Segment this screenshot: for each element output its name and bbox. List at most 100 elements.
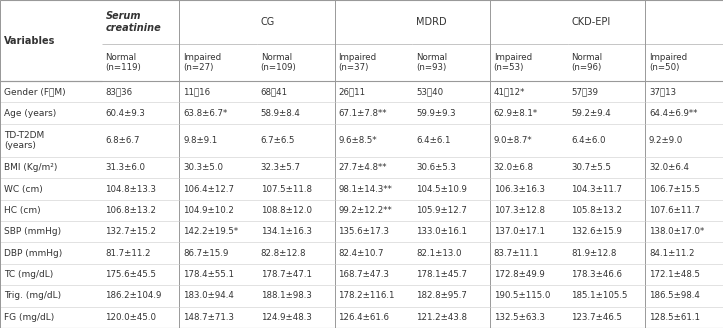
Text: 32.3±5.7: 32.3±5.7 xyxy=(261,163,301,172)
Text: 106.3±16.3: 106.3±16.3 xyxy=(494,185,544,194)
Text: 82.1±13.0: 82.1±13.0 xyxy=(416,249,461,258)
Text: 64.4±6.9**: 64.4±6.9** xyxy=(649,109,698,118)
Text: 104.5±10.9: 104.5±10.9 xyxy=(416,185,467,194)
Text: Normal
(n=96): Normal (n=96) xyxy=(571,53,602,72)
Text: 121.2±43.8: 121.2±43.8 xyxy=(416,313,467,322)
Text: 133.0±16.1: 133.0±16.1 xyxy=(416,227,467,236)
Text: 120.0±45.0: 120.0±45.0 xyxy=(106,313,156,322)
Text: 9.8±9.1: 9.8±9.1 xyxy=(183,136,218,145)
Text: CG: CG xyxy=(261,17,275,27)
Text: Impaired
(n=53): Impaired (n=53) xyxy=(494,53,532,72)
Text: 6.4±6.0: 6.4±6.0 xyxy=(571,136,606,145)
Text: 148.7±71.3: 148.7±71.3 xyxy=(183,313,234,322)
Text: 178.2±116.1: 178.2±116.1 xyxy=(338,292,395,300)
Text: DBP (mmHg): DBP (mmHg) xyxy=(4,249,63,258)
Text: 132.7±15.2: 132.7±15.2 xyxy=(106,227,156,236)
Text: 81.7±11.2: 81.7±11.2 xyxy=(106,249,151,258)
Text: 82.8±12.8: 82.8±12.8 xyxy=(261,249,307,258)
Text: 53˹40: 53˹40 xyxy=(416,87,443,96)
Text: 104.9±10.2: 104.9±10.2 xyxy=(183,206,234,215)
Text: 9.6±8.5*: 9.6±8.5* xyxy=(338,136,377,145)
Text: 83˹36: 83˹36 xyxy=(106,87,132,96)
Text: 37˹13: 37˹13 xyxy=(649,87,676,96)
Text: 59.2±9.4: 59.2±9.4 xyxy=(571,109,611,118)
Text: 105.9±12.7: 105.9±12.7 xyxy=(416,206,467,215)
Text: 128.5±61.1: 128.5±61.1 xyxy=(649,313,700,322)
Text: Impaired
(n=27): Impaired (n=27) xyxy=(183,53,221,72)
Text: 172.1±48.5: 172.1±48.5 xyxy=(649,270,700,279)
Text: 186.2±104.9: 186.2±104.9 xyxy=(106,292,162,300)
Text: 98.1±14.3**: 98.1±14.3** xyxy=(338,185,392,194)
Text: 106.7±15.5: 106.7±15.5 xyxy=(649,185,700,194)
Text: BMI (Kg/m²): BMI (Kg/m²) xyxy=(4,163,58,172)
Text: 132.6±15.9: 132.6±15.9 xyxy=(571,227,623,236)
Text: 185.1±105.5: 185.1±105.5 xyxy=(571,292,628,300)
Text: CKD-EPI: CKD-EPI xyxy=(571,17,610,27)
Text: 30.3±5.0: 30.3±5.0 xyxy=(183,163,223,172)
Text: 168.7±47.3: 168.7±47.3 xyxy=(338,270,390,279)
Text: 190.5±115.0: 190.5±115.0 xyxy=(494,292,550,300)
Text: 104.8±13.3: 104.8±13.3 xyxy=(106,185,156,194)
Text: 81.9±12.8: 81.9±12.8 xyxy=(571,249,617,258)
Text: 107.5±11.8: 107.5±11.8 xyxy=(261,185,312,194)
Text: 30.7±5.5: 30.7±5.5 xyxy=(571,163,612,172)
Text: 99.2±12.2**: 99.2±12.2** xyxy=(338,206,392,215)
Text: Impaired
(n=37): Impaired (n=37) xyxy=(338,53,377,72)
Text: 6.8±6.7: 6.8±6.7 xyxy=(106,136,140,145)
Text: 84.1±11.2: 84.1±11.2 xyxy=(649,249,695,258)
Text: Impaired
(n=50): Impaired (n=50) xyxy=(649,53,687,72)
Text: 6.4±6.1: 6.4±6.1 xyxy=(416,136,450,145)
Text: 30.6±5.3: 30.6±5.3 xyxy=(416,163,456,172)
Text: Gender (F˹M): Gender (F˹M) xyxy=(4,87,66,96)
Text: 57˹39: 57˹39 xyxy=(571,87,599,96)
Text: TD-T2DM
(years): TD-T2DM (years) xyxy=(4,131,45,150)
Text: Variables: Variables xyxy=(4,35,56,46)
Text: FG (mg/dL): FG (mg/dL) xyxy=(4,313,55,322)
Text: 41˹12*: 41˹12* xyxy=(494,87,525,96)
Text: HC (cm): HC (cm) xyxy=(4,206,41,215)
Text: 126.4±61.6: 126.4±61.6 xyxy=(338,313,390,322)
Text: 124.9±48.3: 124.9±48.3 xyxy=(261,313,312,322)
Text: 58.9±8.4: 58.9±8.4 xyxy=(261,109,301,118)
Text: 11˹16: 11˹16 xyxy=(183,87,210,96)
Text: 6.7±6.5: 6.7±6.5 xyxy=(261,136,295,145)
Text: 123.7±46.5: 123.7±46.5 xyxy=(571,313,623,322)
Text: Normal
(n=93): Normal (n=93) xyxy=(416,53,447,72)
Text: 106.4±12.7: 106.4±12.7 xyxy=(183,185,234,194)
Text: 178.7±47.1: 178.7±47.1 xyxy=(261,270,312,279)
Text: 175.6±45.5: 175.6±45.5 xyxy=(106,270,156,279)
Text: 178.4±55.1: 178.4±55.1 xyxy=(183,270,234,279)
Text: 137.0±17.1: 137.0±17.1 xyxy=(494,227,544,236)
Text: 107.3±12.8: 107.3±12.8 xyxy=(494,206,544,215)
Text: 183.0±94.4: 183.0±94.4 xyxy=(183,292,234,300)
Text: 142.2±19.5*: 142.2±19.5* xyxy=(183,227,238,236)
Text: 86.7±15.9: 86.7±15.9 xyxy=(183,249,228,258)
Text: 9.0±8.7*: 9.0±8.7* xyxy=(494,136,532,145)
Text: 186.5±98.4: 186.5±98.4 xyxy=(649,292,700,300)
Text: 62.9±8.1*: 62.9±8.1* xyxy=(494,109,538,118)
Text: 108.8±12.0: 108.8±12.0 xyxy=(261,206,312,215)
Text: 138.0±17.0*: 138.0±17.0* xyxy=(649,227,704,236)
Text: Trig. (mg/dL): Trig. (mg/dL) xyxy=(4,292,61,300)
Text: 83.7±11.1: 83.7±11.1 xyxy=(494,249,539,258)
Text: Normal
(n=119): Normal (n=119) xyxy=(106,53,141,72)
Text: 132.5±63.3: 132.5±63.3 xyxy=(494,313,544,322)
Text: 188.1±98.3: 188.1±98.3 xyxy=(261,292,312,300)
Text: 178.3±46.6: 178.3±46.6 xyxy=(571,270,623,279)
Text: 135.6±17.3: 135.6±17.3 xyxy=(338,227,390,236)
Text: 182.8±95.7: 182.8±95.7 xyxy=(416,292,467,300)
Text: 9.2±9.0: 9.2±9.0 xyxy=(649,136,683,145)
Text: 104.3±11.7: 104.3±11.7 xyxy=(571,185,623,194)
Text: 68˹41: 68˹41 xyxy=(261,87,288,96)
Text: 82.4±10.7: 82.4±10.7 xyxy=(338,249,384,258)
Text: Age (years): Age (years) xyxy=(4,109,56,118)
Text: 32.0±6.8: 32.0±6.8 xyxy=(494,163,534,172)
Text: Normal
(n=109): Normal (n=109) xyxy=(261,53,296,72)
Text: 27.7±4.8**: 27.7±4.8** xyxy=(338,163,387,172)
Text: Serum
creatinine: Serum creatinine xyxy=(106,11,161,33)
Text: 178.1±45.7: 178.1±45.7 xyxy=(416,270,467,279)
Text: 32.0±6.4: 32.0±6.4 xyxy=(649,163,689,172)
Text: 63.8±6.7*: 63.8±6.7* xyxy=(183,109,227,118)
Text: WC (cm): WC (cm) xyxy=(4,185,43,194)
Text: MDRD: MDRD xyxy=(416,17,447,27)
